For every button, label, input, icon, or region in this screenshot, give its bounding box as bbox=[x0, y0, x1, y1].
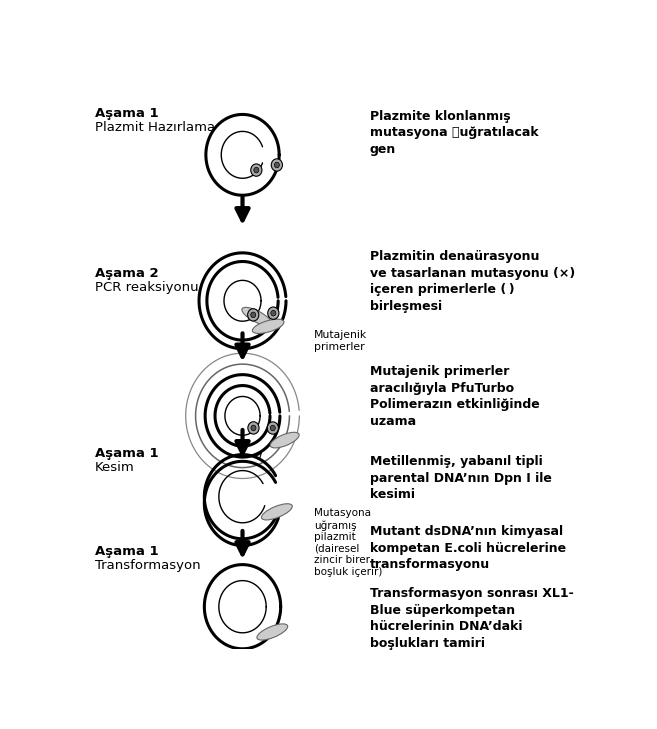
Text: Mutajenik primerler
aracılığıyla PfuTurbo
Polimerazın etkinliğinde
uzama: Mutajenik primerler aracılığıyla PfuTurb… bbox=[370, 365, 539, 428]
Circle shape bbox=[251, 312, 256, 318]
Circle shape bbox=[251, 425, 256, 431]
Circle shape bbox=[275, 163, 279, 168]
Text: Kesim: Kesim bbox=[95, 461, 135, 474]
Circle shape bbox=[268, 307, 279, 319]
Ellipse shape bbox=[242, 308, 272, 326]
Circle shape bbox=[254, 168, 259, 173]
Circle shape bbox=[270, 425, 275, 431]
Ellipse shape bbox=[252, 319, 284, 333]
Circle shape bbox=[248, 308, 259, 321]
Circle shape bbox=[267, 422, 279, 434]
Ellipse shape bbox=[270, 432, 299, 448]
Text: Aşama 1: Aşama 1 bbox=[95, 447, 158, 460]
Circle shape bbox=[251, 164, 262, 176]
Text: Plazmite klonlanmış
mutasyona ⓨuğratılacak
gen: Plazmite klonlanmış mutasyona ⓨuğratılac… bbox=[370, 110, 539, 156]
Text: Plazmit Hazırlama: Plazmit Hazırlama bbox=[95, 121, 215, 134]
Text: Mutajenik
primerler: Mutajenik primerler bbox=[314, 330, 367, 351]
Text: Plazmitin denaürasyonu
ve tasarlanan mutasyonu (×)
içeren primerlerle ( )
birleş: Plazmitin denaürasyonu ve tasarlanan mut… bbox=[370, 250, 575, 313]
Text: Aşama 1: Aşama 1 bbox=[95, 545, 158, 558]
Text: Transformasyon sonrası XL1-
Blue süperkompetan
hücrelerinin DNA’daki
boşlukları : Transformasyon sonrası XL1- Blue süperko… bbox=[370, 587, 574, 650]
Text: Aşama 1: Aşama 1 bbox=[95, 107, 158, 120]
Circle shape bbox=[271, 159, 283, 171]
Text: Mutasyona
uğramış
pilazmit
(dairesel
zincir birer
boşluk içerir): Mutasyona uğramış pilazmit (dairesel zin… bbox=[314, 509, 382, 577]
Text: Aşama 2: Aşama 2 bbox=[95, 267, 158, 280]
Ellipse shape bbox=[261, 504, 292, 520]
Text: PCR reaksiyonu: PCR reaksiyonu bbox=[95, 281, 198, 294]
Text: Metillenmiş, yabanıl tipli
parental DNA’nın Dpn I ile
kesimi: Metillenmiş, yabanıl tipli parental DNA’… bbox=[370, 455, 552, 501]
Text: Transformasyon: Transformasyon bbox=[95, 559, 200, 572]
Circle shape bbox=[271, 311, 276, 316]
Text: Mutant dsDNA’nın kimyasal
kompetan E.coli hücrelerine
transformasyonu: Mutant dsDNA’nın kimyasal kompetan E.col… bbox=[370, 526, 566, 572]
Circle shape bbox=[248, 422, 259, 434]
Ellipse shape bbox=[257, 624, 288, 640]
